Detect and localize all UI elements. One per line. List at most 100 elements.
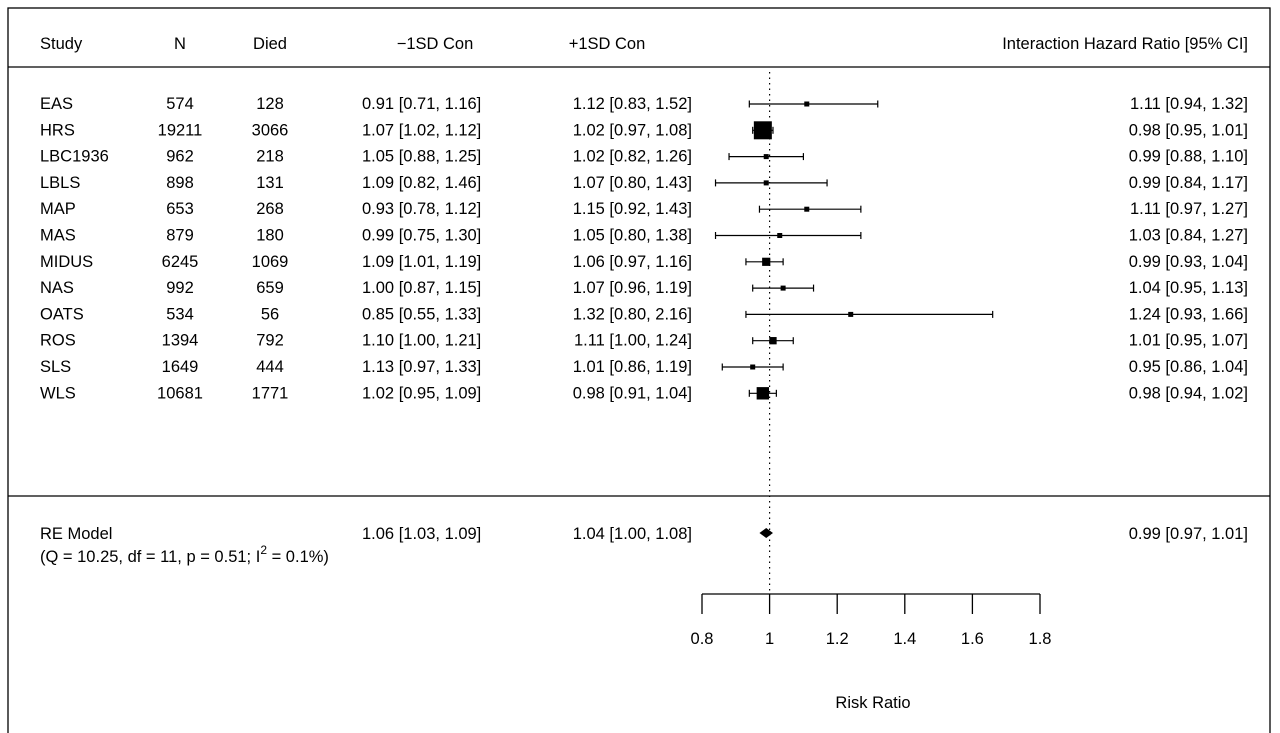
summary-ci: 0.99 [0.97, 1.01]	[1129, 525, 1248, 543]
forest-marks	[714, 72, 994, 594]
table-row: MAP 653 268 0.93 [0.78, 1.12] 1.15 [0.92, 1.…	[40, 200, 1248, 218]
row-minus: 1.05 [0.88, 1.25]	[362, 148, 481, 166]
point-estimate	[777, 233, 783, 238]
row-ci: 0.99 [0.84, 1.17]	[1129, 174, 1248, 192]
row-ci: 1.01 [0.95, 1.07]	[1129, 332, 1248, 350]
column-headers: Study N Died −1SD Con +1SD Con Interacti…	[40, 35, 1248, 53]
row-ci: 0.98 [0.95, 1.01]	[1129, 121, 1248, 139]
forest-row-mark	[745, 257, 784, 266]
row-plus: 0.98 [0.91, 1.04]	[573, 384, 692, 402]
row-ci: 1.11 [0.97, 1.27]	[1130, 200, 1248, 218]
summary-row: RE Model (Q = 10.25, df = 11, p = 0.51; …	[40, 525, 1248, 566]
row-ci: 1.11 [0.94, 1.32]	[1130, 95, 1248, 113]
row-n: 1394	[162, 332, 199, 350]
row-minus: 1.10 [1.00, 1.21]	[362, 332, 481, 350]
x-tick-label: 1.2	[826, 630, 849, 648]
row-plus: 1.07 [0.80, 1.43]	[573, 174, 692, 192]
row-minus: 0.91 [0.71, 1.16]	[362, 95, 481, 113]
row-minus: 1.02 [0.95, 1.09]	[362, 384, 481, 402]
row-ci: 0.95 [0.86, 1.04]	[1129, 358, 1248, 376]
row-plus: 1.05 [0.80, 1.38]	[573, 227, 692, 245]
point-estimate	[753, 121, 772, 140]
row-died: 1771	[252, 384, 289, 402]
row-study: EAS	[40, 95, 73, 113]
table-row: MAS 879 180 0.99 [0.75, 1.30] 1.05 [0.80, 1.…	[40, 227, 1248, 245]
row-died: 792	[256, 332, 284, 350]
forest-row-mark	[752, 121, 774, 140]
point-estimate	[762, 257, 771, 266]
forest-row-mark	[745, 310, 994, 318]
row-minus: 0.99 [0.75, 1.30]	[362, 227, 481, 245]
row-study: MIDUS	[40, 253, 93, 271]
summary-plus: 1.04 [1.00, 1.08]	[573, 525, 692, 543]
row-died: 3066	[252, 121, 289, 139]
header-minus-1sd: −1SD Con	[397, 35, 474, 53]
header-plus-1sd: +1SD Con	[569, 35, 646, 53]
point-estimate	[780, 285, 786, 291]
x-tick-label: 1.6	[961, 630, 984, 648]
row-n: 879	[166, 227, 194, 245]
x-tick-label: 1.4	[893, 630, 916, 648]
forest-row-mark	[758, 205, 862, 213]
row-study: NAS	[40, 279, 74, 297]
row-died: 56	[261, 305, 279, 323]
row-n: 1649	[162, 358, 199, 376]
point-estimate	[804, 206, 810, 212]
row-study: LBLS	[40, 174, 80, 192]
row-n: 898	[166, 174, 194, 192]
summary-diamond	[759, 528, 773, 538]
x-tick-label: 1	[765, 630, 774, 648]
row-n: 962	[166, 148, 194, 166]
table-row: LBC1936 962 218 1.05 [0.88, 1.25] 1.02 [0.82…	[40, 148, 1248, 166]
row-died: 128	[256, 95, 284, 113]
point-estimate	[804, 101, 810, 107]
point-estimate	[763, 154, 769, 160]
summary-stats: (Q = 10.25, df = 11, p = 0.51; I2 = 0.1%…	[40, 543, 329, 566]
row-minus: 1.09 [1.01, 1.19]	[362, 253, 481, 271]
row-died: 180	[256, 227, 284, 245]
summary-minus: 1.06 [1.03, 1.09]	[362, 525, 481, 543]
forest-row-mark	[728, 153, 805, 161]
row-minus: 1.09 [0.82, 1.46]	[362, 174, 481, 192]
point-estimate	[769, 337, 777, 345]
forest-row-mark	[752, 337, 794, 345]
row-n: 6245	[162, 253, 199, 271]
summary-label: RE Model	[40, 525, 112, 543]
row-study: MAS	[40, 227, 76, 245]
row-ci: 1.24 [0.93, 1.66]	[1129, 305, 1248, 323]
plot-frame	[7, 7, 1271, 733]
row-ci: 0.98 [0.94, 1.02]	[1129, 384, 1248, 402]
table-row: NAS 992 659 1.00 [0.87, 1.15] 1.07 [0.96, 1.…	[40, 279, 1248, 297]
row-died: 444	[256, 358, 284, 376]
row-study: ROS	[40, 332, 76, 350]
row-plus: 1.06 [0.97, 1.16]	[573, 253, 692, 271]
point-estimate	[848, 311, 854, 317]
row-study: HRS	[40, 121, 75, 139]
summary-stats-suffix: = 0.1%)	[267, 548, 329, 566]
row-minus: 1.00 [0.87, 1.15]	[362, 279, 481, 297]
point-estimate	[756, 387, 770, 400]
row-minus: 0.93 [0.78, 1.12]	[362, 200, 481, 218]
table-row: EAS 574 128 0.91 [0.71, 1.16] 1.12 [0.83, 1.…	[40, 95, 1248, 113]
row-plus: 1.15 [0.92, 1.43]	[573, 200, 692, 218]
row-study: WLS	[40, 384, 76, 402]
table-row: SLS 1649 444 1.13 [0.97, 1.33] 1.01 [0.86, 1…	[40, 358, 1248, 376]
row-died: 131	[256, 174, 284, 192]
header-died: Died	[253, 35, 287, 53]
row-plus: 1.02 [0.82, 1.26]	[573, 148, 692, 166]
table-row: ROS 1394 792 1.10 [1.00, 1.21] 1.11 [1.00, 1…	[40, 332, 1248, 350]
row-n: 10681	[157, 384, 203, 402]
row-ci: 0.99 [0.93, 1.04]	[1129, 253, 1248, 271]
row-study: MAP	[40, 200, 76, 218]
row-plus: 1.01 [0.86, 1.19]	[573, 358, 692, 376]
row-ci: 0.99 [0.88, 1.10]	[1129, 148, 1248, 166]
row-died: 218	[256, 148, 284, 166]
row-ci: 1.03 [0.84, 1.27]	[1129, 227, 1248, 245]
table-row: HRS 19211 3066 1.07 [1.02, 1.12] 1.02 [0.97,…	[40, 121, 1248, 139]
point-estimate	[763, 180, 769, 186]
forest-row-mark	[752, 284, 815, 292]
row-minus: 1.13 [0.97, 1.33]	[362, 358, 481, 376]
row-study: LBC1936	[40, 148, 109, 166]
row-died: 659	[256, 279, 284, 297]
